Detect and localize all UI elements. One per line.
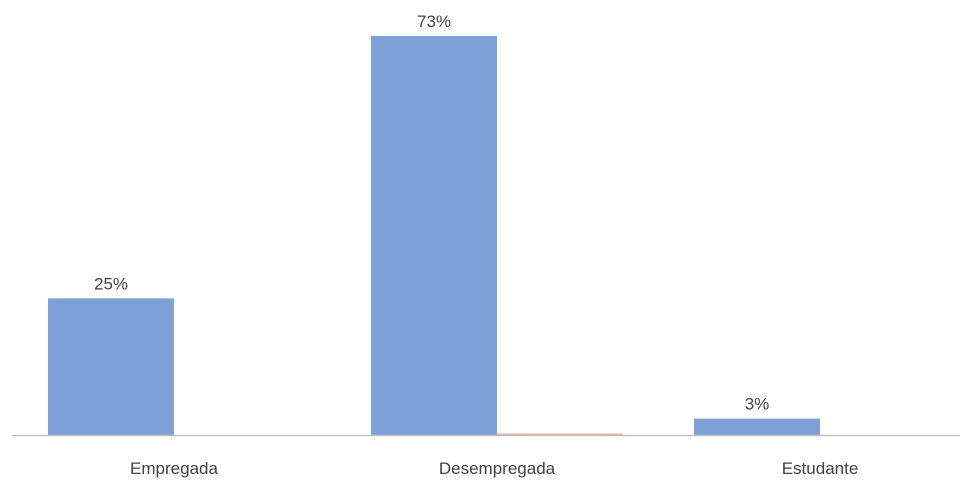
- category-labels-group: Empregada Desempregada Estudante: [130, 459, 858, 478]
- bar-estudante: [694, 419, 820, 435]
- value-label-empregada: 25%: [94, 274, 128, 293]
- category-label-empregada: Empregada: [130, 459, 218, 478]
- bar-desempregada: [371, 36, 497, 435]
- category-label-desempregada: Desempregada: [439, 459, 556, 478]
- value-label-desempregada: 73%: [417, 12, 451, 31]
- value-label-estudante: 3%: [745, 395, 770, 414]
- category-label-estudante: Estudante: [782, 459, 859, 478]
- bar-empregada: [48, 298, 174, 435]
- bars-group: [48, 36, 820, 435]
